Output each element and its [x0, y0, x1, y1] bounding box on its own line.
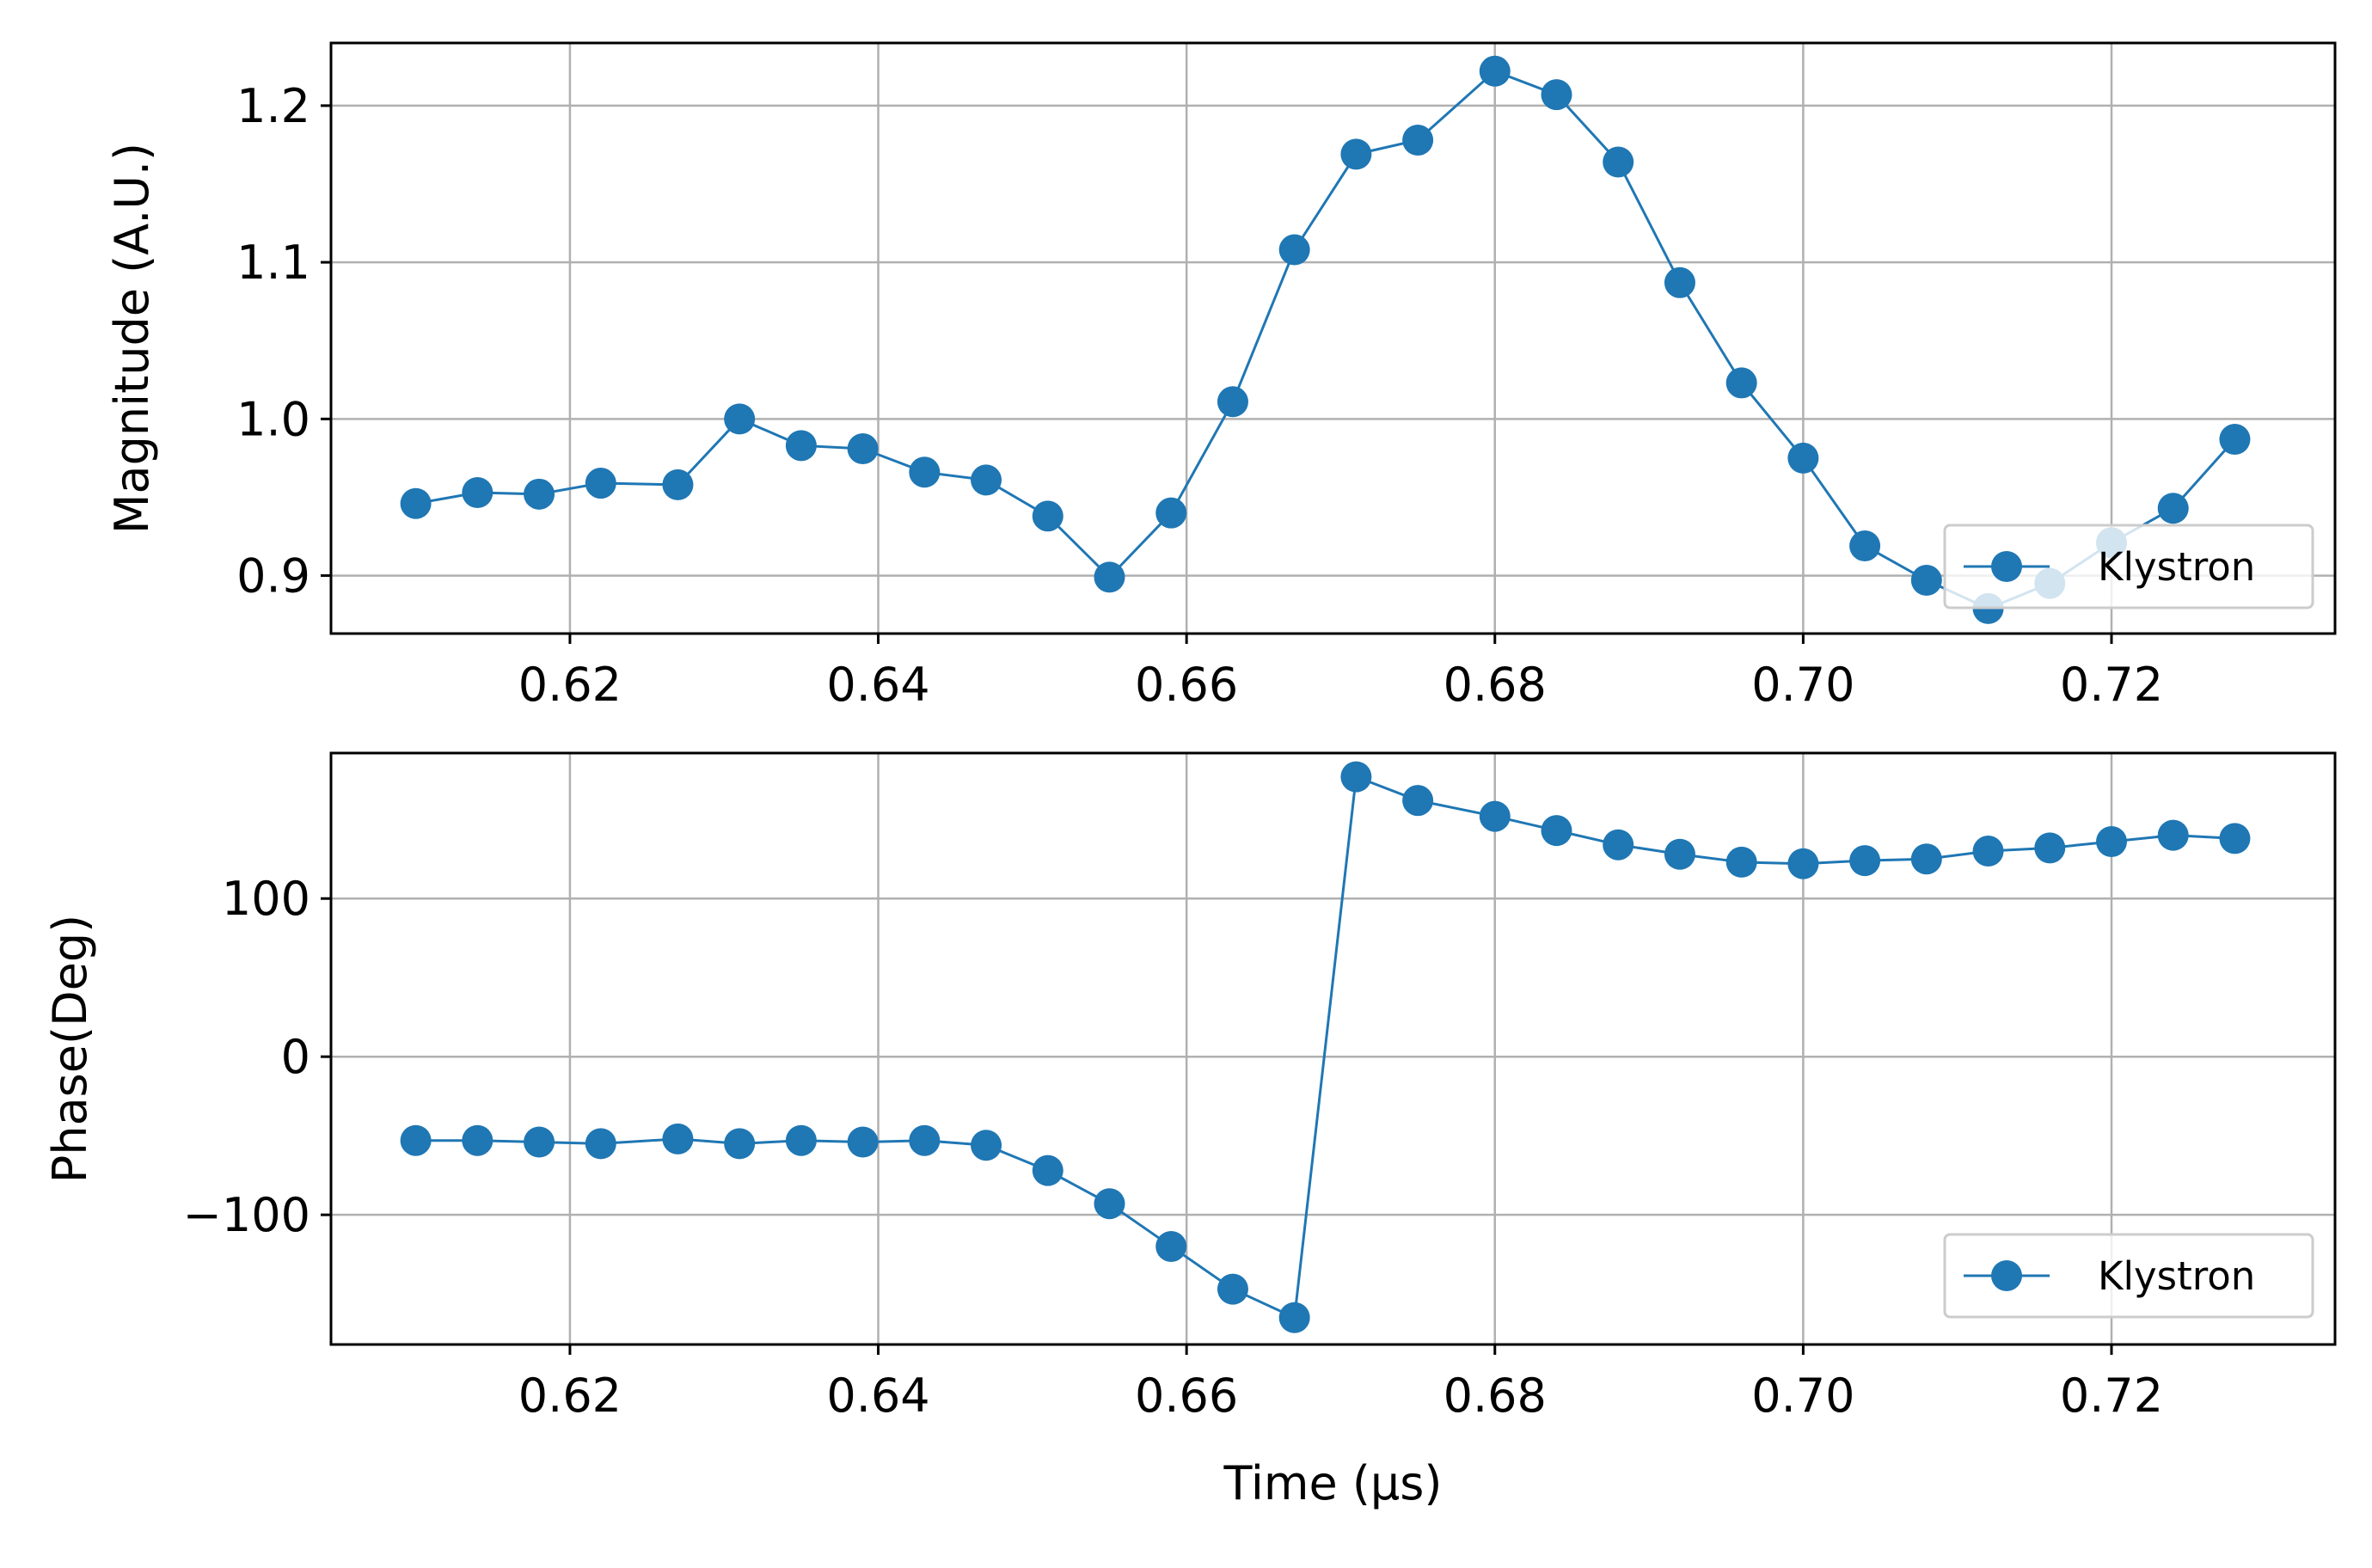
x-tick-label: 0.68 — [1443, 1369, 1547, 1423]
data-point — [524, 478, 555, 510]
plot-frame — [329, 751, 2337, 1346]
y-axis-label: Magnitude (A.U.) — [105, 143, 159, 534]
data-point — [1278, 234, 1310, 266]
x-tick-label: 0.66 — [1135, 658, 1238, 712]
data-point — [462, 476, 493, 508]
data-point — [662, 1123, 694, 1155]
panel-2: 0.62 0.64 0.66 0.68 0.70 0.72 −100 0 100 Phase(De… — [43, 751, 2337, 1510]
data-point — [2096, 826, 2128, 858]
data-point — [724, 403, 756, 435]
legend-box — [1943, 1233, 2314, 1319]
data-point — [585, 468, 616, 499]
y-tick-label: −100 — [183, 1188, 310, 1242]
legend-label: Klystron — [2098, 544, 2255, 590]
data-point — [1032, 1155, 1063, 1186]
data-point — [1340, 761, 1372, 793]
data-point — [1479, 55, 1511, 87]
data-point — [847, 432, 879, 464]
data-point — [1541, 815, 1572, 847]
legend-box — [1943, 524, 2314, 609]
y-axis-label: Phase(Deg) — [43, 915, 97, 1183]
data-point — [1603, 829, 1634, 861]
x-tick-label: 0.64 — [826, 1369, 929, 1423]
data-point — [585, 1128, 616, 1160]
legend-marker — [1991, 1260, 2022, 1291]
data-point — [1340, 138, 1372, 170]
data-point — [1787, 848, 1819, 879]
data-point — [971, 1130, 1002, 1161]
data-point — [1217, 386, 1248, 418]
data-point — [2219, 424, 2251, 456]
x-tick-label: 0.72 — [2060, 1369, 2163, 1423]
data-point — [1849, 845, 1881, 877]
x-tick-label: 0.62 — [518, 1369, 622, 1423]
data-point — [2157, 493, 2189, 524]
data-point — [847, 1126, 879, 1158]
x-tick-label: 0.66 — [1135, 1369, 1238, 1423]
data-point — [662, 469, 694, 500]
data-point — [909, 1124, 941, 1156]
legend: Klystron — [1943, 1233, 2314, 1319]
data-point — [1664, 266, 1695, 298]
data-point — [462, 1124, 493, 1156]
data-point — [2157, 819, 2189, 851]
data-point — [400, 1124, 432, 1156]
data-point — [1910, 565, 1942, 597]
y-tick-label: 1.0 — [236, 392, 310, 446]
x-tick-label: 0.62 — [518, 658, 622, 712]
data-point — [1725, 367, 1757, 399]
x-axis-label: Time (μs) — [1223, 1456, 1443, 1510]
data-point — [1094, 561, 1125, 593]
data-point — [1972, 836, 2004, 867]
data-point — [1155, 1230, 1187, 1262]
y-tick-label: 1.1 — [236, 236, 310, 290]
data-point — [1541, 79, 1572, 111]
data-point — [785, 1124, 817, 1156]
data-point — [1664, 838, 1695, 870]
data-point — [1787, 442, 1819, 474]
data-point — [1479, 800, 1511, 832]
data-point — [909, 456, 941, 488]
data-point — [1603, 146, 1634, 178]
data-point — [1094, 1188, 1125, 1220]
x-tick-label: 0.70 — [1751, 658, 1854, 712]
y-tick-label: 0.9 — [236, 549, 310, 603]
x-tick-label: 0.72 — [2060, 658, 2163, 712]
legend: Klystron — [1943, 524, 2314, 609]
x-tick-label: 0.68 — [1443, 658, 1547, 712]
x-tick-label: 0.70 — [1751, 1369, 1854, 1423]
data-point — [2219, 823, 2251, 854]
data-point — [1849, 530, 1881, 561]
data-point — [724, 1128, 756, 1160]
y-tick-label: 0 — [281, 1030, 310, 1084]
plot-frame — [329, 41, 2337, 635]
data-point — [2034, 832, 2066, 864]
panel-1: 0.62 0.64 0.66 0.68 0.70 0.72 0.9 1.0 1.1 1.2 Magn… — [105, 41, 2337, 712]
legend-marker — [1991, 551, 2022, 582]
data-point — [1032, 500, 1063, 532]
data-point — [1402, 124, 1434, 156]
data-point — [1155, 497, 1187, 529]
data-point — [1402, 785, 1434, 817]
y-tick-label: 100 — [222, 872, 310, 926]
data-point — [1278, 1302, 1310, 1333]
x-tick-label: 0.64 — [826, 658, 929, 712]
data-point — [971, 464, 1002, 496]
data-point — [1217, 1273, 1248, 1305]
data-point — [524, 1126, 555, 1158]
data-point — [400, 487, 432, 519]
data-point — [1910, 843, 1942, 875]
data-point — [1725, 846, 1757, 878]
y-tick-label: 1.2 — [236, 79, 310, 133]
data-point — [785, 430, 817, 462]
legend-label: Klystron — [2098, 1253, 2255, 1299]
